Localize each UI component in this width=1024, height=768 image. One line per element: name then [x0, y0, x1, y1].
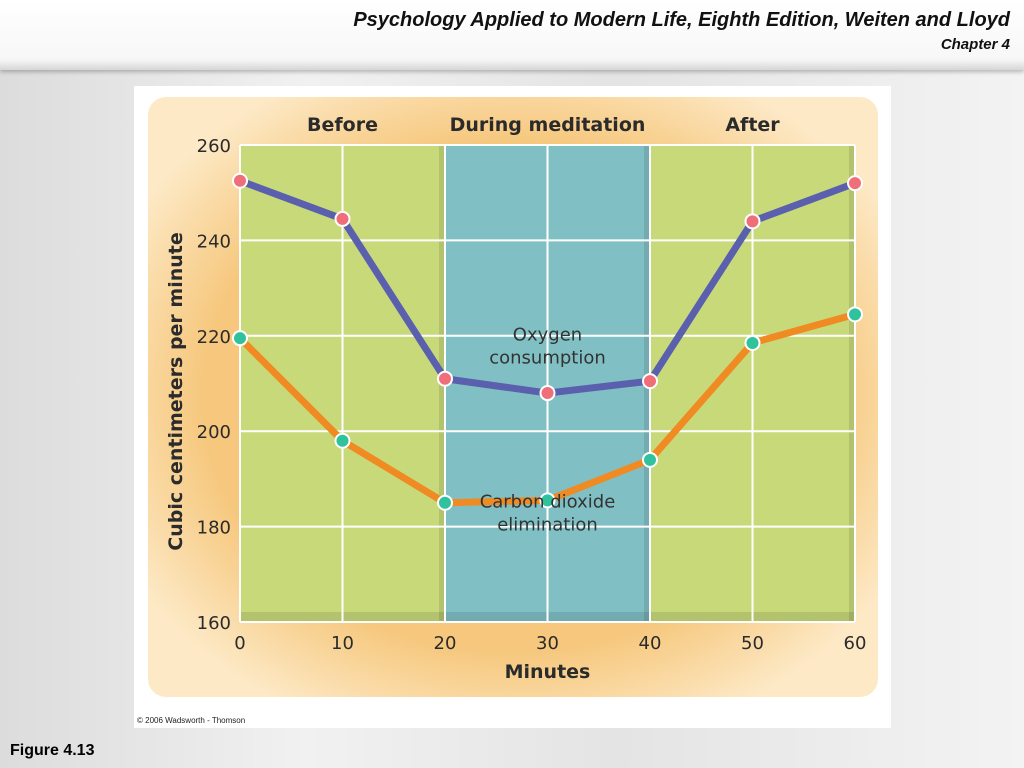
period-label-0: Before — [307, 114, 378, 136]
series-1-point-1 — [334, 432, 351, 449]
x-tick-label-2: 20 — [434, 633, 457, 654]
series-0-annotation-0: Oxygen — [513, 325, 582, 346]
y-tick-label-3: 220 — [197, 327, 231, 348]
series-0-point-6 — [847, 175, 863, 192]
x-tick-label-4: 40 — [639, 633, 662, 654]
series-1-point-2 — [437, 494, 453, 511]
period-label-1: During meditation — [450, 114, 646, 136]
slide-header: Psychology Applied to Modern Life, Eight… — [0, 0, 1024, 70]
x-tick-label-3: 30 — [536, 633, 559, 654]
y-tick-label-2: 200 — [197, 422, 231, 443]
series-1-point-0 — [232, 330, 248, 347]
series-0-point-5 — [744, 213, 761, 230]
x-tick-label-1: 10 — [331, 633, 354, 654]
series-1-annotation-0: Carbon dioxide — [480, 492, 616, 513]
period-band-shadow-2 — [849, 145, 855, 622]
slide-title: Psychology Applied to Modern Life, Eight… — [353, 9, 1010, 31]
x-tick-label-6: 60 — [844, 633, 867, 654]
period-label-2: After — [725, 114, 780, 136]
series-0-point-4 — [642, 373, 658, 390]
series-1-point-5 — [744, 334, 761, 351]
figure-label: Figure 4.13 — [10, 742, 95, 759]
series-1-point-4 — [642, 451, 658, 468]
y-tick-label-5: 260 — [197, 136, 231, 157]
series-0-point-3 — [539, 385, 556, 402]
slide-subtitle: Chapter 4 — [940, 36, 1010, 53]
series-0-point-2 — [437, 370, 453, 387]
series-1-annotation-1: elimination — [497, 515, 598, 536]
x-tick-label-0: 0 — [234, 633, 245, 654]
series-0-point-0 — [232, 172, 248, 189]
x-axis-title: Minutes — [505, 661, 591, 683]
series-0-point-1 — [334, 210, 351, 227]
y-tick-label-1: 180 — [197, 518, 231, 539]
series-1-point-3 — [539, 492, 556, 509]
series-1-point-6 — [847, 306, 863, 323]
y-tick-label-0: 160 — [197, 613, 231, 634]
y-tick-label-4: 240 — [197, 231, 231, 252]
series-0-annotation-1: consumption — [489, 348, 606, 369]
copyright-notice: © 2006 Wadsworth - Thomson — [137, 716, 246, 725]
y-axis-title: Cubic centimeters per minute — [165, 232, 187, 550]
x-tick-label-5: 50 — [741, 633, 764, 654]
